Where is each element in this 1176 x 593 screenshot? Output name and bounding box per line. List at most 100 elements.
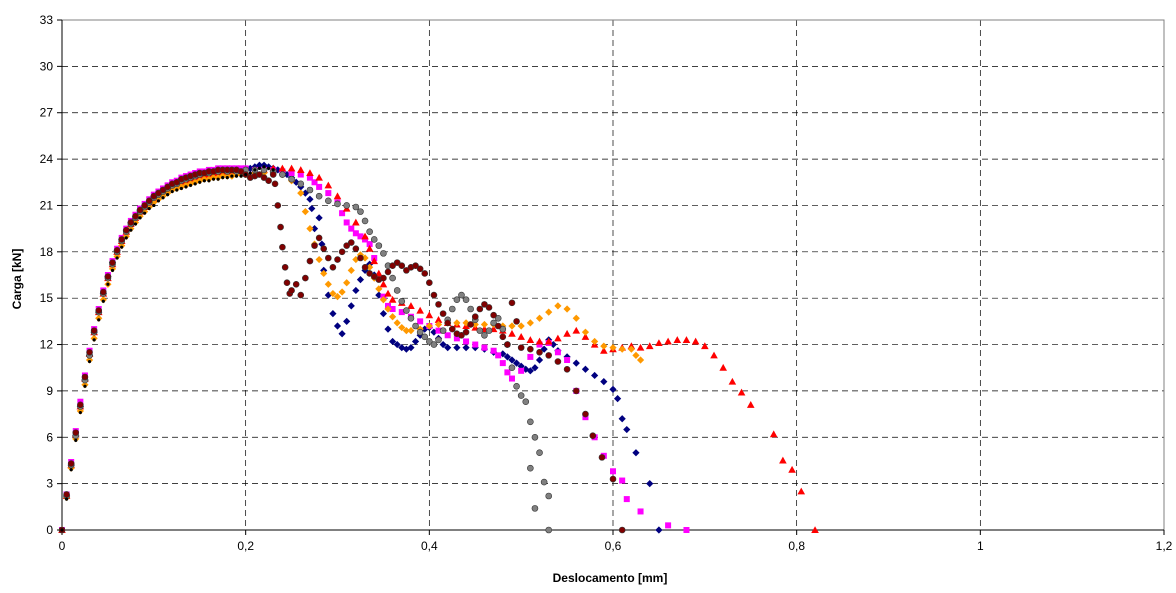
- data-point-circle: [329, 263, 337, 271]
- data-point-diamond: [407, 344, 415, 352]
- y-tick-label: 18: [40, 245, 54, 259]
- data-point-circle: [589, 432, 597, 440]
- data-point-circle: [545, 492, 553, 500]
- data-point-dot: [147, 206, 151, 211]
- data-point-diamond: [591, 371, 599, 380]
- data-point-diamond: [526, 319, 534, 327]
- data-point-triangle: [769, 430, 778, 438]
- data-point-square: [472, 341, 479, 348]
- data-point-circle: [467, 305, 474, 313]
- data-point-circle: [435, 301, 442, 308]
- data-point-circle: [554, 358, 562, 365]
- data-point-triangle: [535, 337, 544, 345]
- data-point-circle: [77, 401, 84, 409]
- data-point-circle: [347, 239, 355, 246]
- data-point-circle: [504, 341, 511, 348]
- data-point-diamond: [393, 319, 401, 327]
- data-point-dot: [198, 180, 202, 184]
- data-point-diamond: [600, 342, 608, 350]
- data-point-circle: [485, 304, 493, 311]
- data-point-circle: [297, 180, 305, 188]
- data-point-dot: [161, 196, 165, 200]
- data-point-diamond: [393, 340, 401, 349]
- data-point-square: [610, 468, 616, 475]
- data-point-square: [665, 522, 672, 529]
- data-series: [58, 161, 819, 534]
- data-point-circle: [412, 262, 419, 270]
- y-tick-label: 6: [46, 430, 53, 444]
- data-point-circle: [159, 186, 167, 194]
- data-point-square: [499, 360, 506, 367]
- data-point-diamond: [444, 344, 452, 352]
- data-point-circle: [448, 305, 456, 313]
- data-point-circle: [426, 279, 433, 287]
- data-point-circle: [72, 429, 80, 436]
- data-point-diamond: [347, 302, 355, 310]
- data-point-dot: [248, 171, 252, 175]
- data-point-triangle: [719, 363, 727, 371]
- data-point-diamond: [609, 385, 617, 393]
- data-point-dot: [267, 166, 271, 170]
- data-point-diamond: [352, 255, 360, 264]
- data-point-triangle: [315, 173, 323, 181]
- data-point-diamond: [632, 351, 640, 359]
- y-tick-label: 0: [46, 523, 53, 537]
- data-point-square: [536, 341, 543, 348]
- data-point-circle: [458, 331, 465, 339]
- data-point-triangle: [664, 337, 672, 345]
- data-point-square: [623, 496, 630, 503]
- data-point-circle: [122, 226, 130, 234]
- data-point-circle: [448, 325, 456, 333]
- data-point-dot: [170, 189, 174, 194]
- data-point-diamond: [471, 320, 479, 329]
- data-point-circle: [357, 254, 364, 262]
- data-point-diamond: [361, 254, 369, 262]
- data-point-circle: [393, 259, 401, 266]
- data-point-circle: [426, 338, 433, 345]
- tick-labels: 0 3 6 9 12 15 18 21 24 27 30 33 0 0,2 0,4 0,6 0,8 1 1,2: [40, 13, 1173, 553]
- data-point-square: [389, 306, 396, 312]
- data-point-triangle: [508, 329, 516, 337]
- data-point-circle: [274, 202, 282, 209]
- data-point-circle: [302, 274, 309, 282]
- data-point-circle: [95, 307, 103, 314]
- data-point-diamond: [572, 359, 580, 367]
- data-point-triangle: [554, 334, 562, 342]
- x-tick-label: 0,4: [421, 539, 438, 553]
- data-point-triangle: [333, 192, 342, 200]
- x-tick-label: 0,2: [237, 539, 254, 553]
- data-point-circle: [407, 314, 415, 322]
- data-point-dot: [188, 183, 193, 187]
- data-point-triangle: [636, 343, 645, 351]
- data-point-circle: [292, 280, 300, 288]
- data-point-dot: [78, 410, 82, 415]
- data-point-circle: [279, 243, 286, 251]
- y-tick-label: 9: [46, 384, 53, 398]
- data-point-circle: [164, 183, 171, 191]
- y-tick-label: 15: [40, 291, 54, 305]
- data-point-dot: [101, 299, 105, 303]
- data-point-dot: [133, 222, 138, 226]
- data-point-dot: [69, 468, 73, 472]
- data-point-diamond: [283, 170, 291, 179]
- data-point-circle: [609, 475, 617, 483]
- data-point-diamond: [398, 323, 406, 332]
- data-point-triangle: [728, 377, 737, 385]
- data-point-circle: [430, 341, 438, 348]
- data-point-dot: [230, 174, 234, 178]
- data-point-circle: [430, 291, 438, 299]
- data-point-circle: [462, 328, 470, 336]
- data-point-dot: [87, 359, 92, 364]
- data-point-circle: [361, 263, 369, 271]
- data-point-circle: [237, 168, 245, 175]
- data-point-circle: [598, 454, 606, 461]
- data-point-square: [288, 170, 295, 176]
- data-point-triangle: [407, 302, 415, 309]
- data-point-circle: [361, 217, 369, 225]
- y-tick-label: 27: [40, 106, 54, 120]
- y-axis-title: Carga [kN]: [10, 249, 24, 310]
- data-point-diamond: [343, 317, 351, 325]
- x-axis-title: Deslocamento [mm]: [553, 571, 668, 585]
- data-point-circle: [490, 311, 497, 319]
